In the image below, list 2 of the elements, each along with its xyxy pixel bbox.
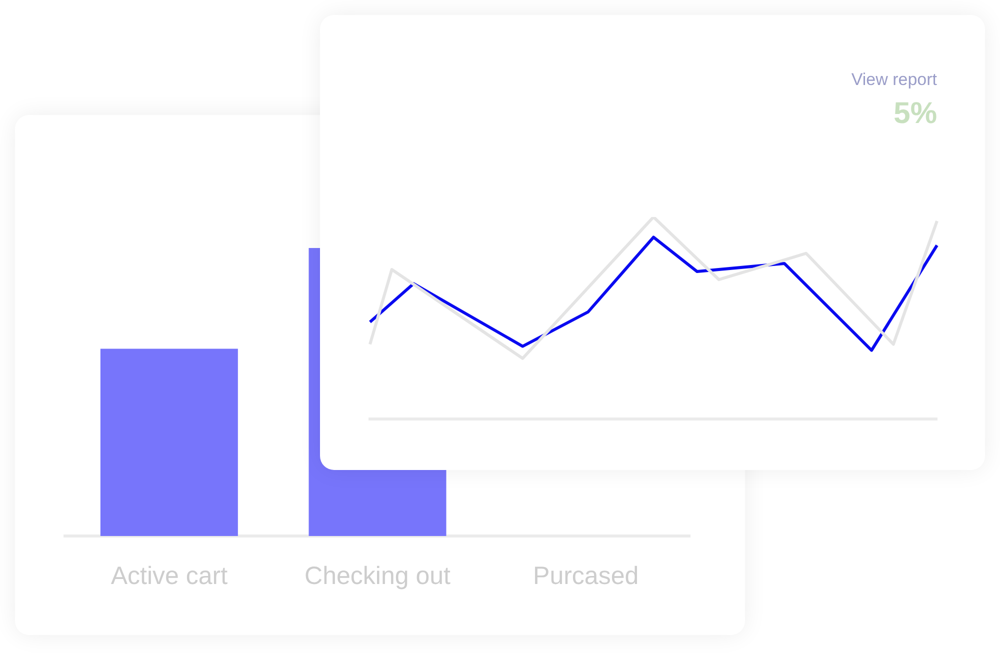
text: View report	[851, 70, 938, 89]
text: 5%	[894, 97, 937, 130]
